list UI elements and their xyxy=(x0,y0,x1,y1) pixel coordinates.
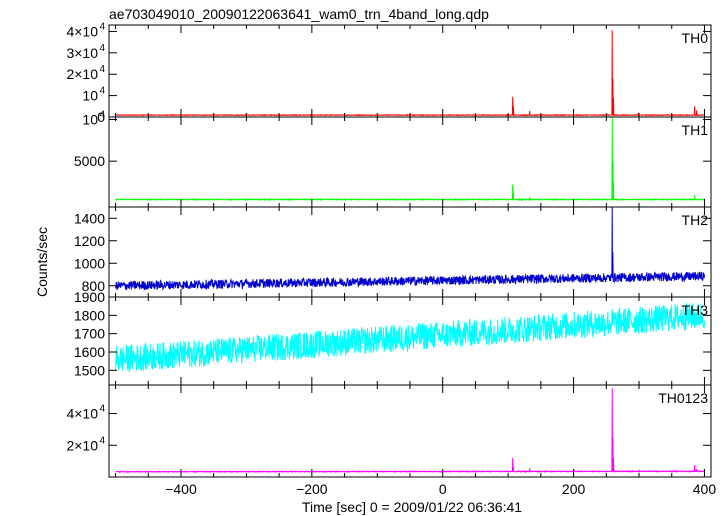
y-tick-exponent: 4 xyxy=(99,435,105,446)
y-tick-label: 1900 xyxy=(74,289,105,305)
y-tick-label: 4×10 xyxy=(66,23,98,39)
y-axis-label: Counts/sec xyxy=(34,227,50,297)
x-tick-label: −200 xyxy=(296,481,328,497)
x-tick-label: 400 xyxy=(693,481,717,497)
y-tick-exponent: 4 xyxy=(99,43,105,54)
panel-label: TH0123 xyxy=(658,390,708,406)
series-line-th0123 xyxy=(115,388,705,474)
y-tick-exponent: 4 xyxy=(99,21,105,32)
y-tick-label: 3×10 xyxy=(66,45,98,61)
y-tick-exponent: 4 xyxy=(99,86,105,97)
y-tick-exponent: 4 xyxy=(99,110,105,121)
panel-label: TH1 xyxy=(682,122,709,138)
y-tick-label: 10 xyxy=(82,88,98,104)
y-tick-exponent: 4 xyxy=(99,64,105,75)
y-tick-label: 0 xyxy=(97,109,105,125)
y-tick-label: 1400 xyxy=(74,210,105,226)
y-tick-label: 1000 xyxy=(74,255,105,271)
y-tick-label: 800 xyxy=(82,278,106,294)
x-tick-label: 0 xyxy=(439,481,447,497)
series-line-th3 xyxy=(115,303,705,373)
y-tick-label: 5000 xyxy=(74,153,105,169)
panel-frame xyxy=(108,116,712,208)
panel-frame xyxy=(108,24,712,118)
series-line-th0 xyxy=(115,30,705,118)
y-tick-exponent: 4 xyxy=(99,404,105,415)
y-tick-label: 2×10 xyxy=(66,66,98,82)
panel-label: TH2 xyxy=(682,212,709,228)
panel-th2: 800 1000 1200 1400 TH2 xyxy=(74,206,712,298)
panel-label: TH0 xyxy=(682,30,709,46)
x-tick-label: 200 xyxy=(562,481,586,497)
y-tick-label: 2×10 xyxy=(66,437,98,453)
y-tick-label: 1200 xyxy=(74,233,105,249)
y-tick-label: 10 xyxy=(82,112,98,128)
y-tick-label: 1500 xyxy=(74,362,105,378)
panel-label: TH3 xyxy=(682,302,709,318)
x-tick-label: −400 xyxy=(165,481,197,497)
chart-title: ae703049010_20090122063641_wam0_trn_4ban… xyxy=(109,6,489,22)
panel-th1: 5000 10 4 TH1 xyxy=(74,110,712,208)
y-tick-label: 1800 xyxy=(74,307,105,323)
y-tick-label: 1600 xyxy=(74,344,105,360)
y-tick-label: 4×10 xyxy=(66,406,98,422)
panel-th3: 1500 1600 1700 1800 1900 TH3 xyxy=(74,289,712,386)
x-axis-label: Time [sec] 0 = 2009/01/22 06:36:41 xyxy=(302,499,522,515)
series-line-th2 xyxy=(115,206,705,291)
series-line-th1 xyxy=(115,117,705,202)
y-tick-label: 1700 xyxy=(74,326,105,342)
panel-frame xyxy=(108,384,712,478)
